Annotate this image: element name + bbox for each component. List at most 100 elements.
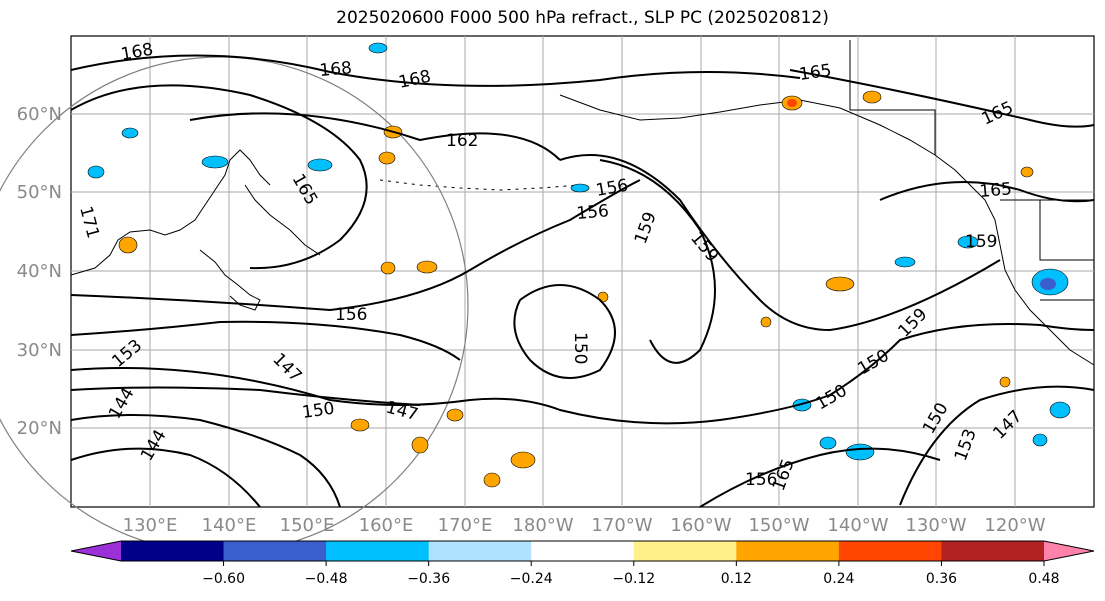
alaska-coast bbox=[559, 94, 936, 156]
colorbar-tick-label: −0.48 bbox=[305, 571, 348, 587]
contour-156 bbox=[70, 179, 641, 312]
contour-147 bbox=[70, 386, 421, 406]
contours bbox=[70, 54, 1095, 508]
contour-south bbox=[70, 447, 941, 508]
blob bbox=[380, 261, 396, 275]
canada-border bbox=[849, 40, 936, 155]
contour-label: 156 bbox=[335, 305, 367, 325]
lat-label: 20°N bbox=[17, 418, 62, 439]
blob bbox=[411, 436, 429, 454]
contour-label: 168 bbox=[319, 58, 353, 81]
blob bbox=[87, 165, 105, 179]
colorbar bbox=[70, 540, 1095, 562]
lat-label: 50°N bbox=[17, 182, 62, 203]
asia-coast bbox=[70, 149, 271, 276]
contour-153 bbox=[70, 320, 461, 361]
contour-closed bbox=[513, 284, 616, 379]
lon-label: 140°W bbox=[827, 515, 888, 536]
colorbar-tick-label: −0.36 bbox=[407, 571, 450, 587]
contour-label: 162 bbox=[446, 131, 478, 151]
lat-label: 30°N bbox=[17, 340, 62, 361]
contour-150b bbox=[899, 385, 1095, 506]
blob bbox=[825, 276, 855, 292]
blob bbox=[446, 408, 464, 422]
contour-label: 156 bbox=[745, 470, 777, 490]
contour-165b bbox=[789, 69, 1095, 128]
lon-label: 140°E bbox=[202, 515, 257, 536]
contour-150 bbox=[70, 323, 1095, 425]
colorbar-outline bbox=[70, 540, 1095, 562]
japan-coast bbox=[199, 249, 261, 311]
colorbar-tick-label: 0.36 bbox=[926, 571, 957, 587]
contour-165c bbox=[879, 181, 1095, 203]
lon-label: 170°W bbox=[591, 515, 652, 536]
lon-label: 150°E bbox=[280, 515, 335, 536]
colorbar-segment bbox=[121, 541, 225, 561]
colorbar-tick-label: −0.24 bbox=[510, 571, 553, 587]
contour-165 bbox=[70, 84, 368, 270]
lon-label: 180°W bbox=[512, 515, 573, 536]
colorbar-segment bbox=[838, 541, 942, 561]
lon-label: 130°W bbox=[905, 515, 966, 536]
blob bbox=[819, 436, 837, 450]
blob bbox=[307, 158, 333, 172]
lon-label: 170°E bbox=[438, 515, 493, 536]
colorbar-tick-label: 0.24 bbox=[823, 571, 854, 587]
lon-label: 150°W bbox=[748, 515, 809, 536]
contour-144 bbox=[70, 414, 341, 508]
blob bbox=[1040, 278, 1056, 290]
blob bbox=[378, 151, 396, 165]
aleutians bbox=[379, 179, 581, 191]
lon-label: 160°E bbox=[359, 515, 414, 536]
blob bbox=[121, 127, 139, 139]
blob bbox=[368, 42, 388, 54]
blob bbox=[570, 183, 590, 193]
blob bbox=[118, 236, 138, 254]
blob bbox=[999, 376, 1011, 388]
blob bbox=[862, 90, 882, 104]
colorbar-segment bbox=[531, 541, 635, 561]
contour-162 bbox=[189, 112, 561, 161]
contour-label: 156 bbox=[576, 201, 610, 224]
blob bbox=[483, 472, 501, 488]
contour-label: 159 bbox=[965, 232, 997, 252]
longitude-labels: 130°E 140°E 150°E 160°E 170°E 180°W 170°W 160°W… bbox=[123, 515, 1046, 536]
colorbar-segment bbox=[941, 541, 1045, 561]
lat-label: 60°N bbox=[17, 104, 62, 125]
lat-label: 40°N bbox=[17, 261, 62, 282]
us-border bbox=[1000, 199, 1094, 301]
colorbar-segment bbox=[428, 541, 532, 561]
blob bbox=[1032, 433, 1048, 447]
contour-label: 165 bbox=[979, 179, 1013, 202]
refractivity-shading bbox=[87, 42, 1071, 488]
kamchatka-coast bbox=[244, 184, 321, 256]
blob bbox=[201, 155, 229, 169]
colorbar-extend-low bbox=[71, 541, 121, 561]
latitude-labels: 60°N 50°N 40°N 30°N 20°N bbox=[17, 104, 62, 439]
blob bbox=[957, 235, 979, 249]
lon-label: 120°W bbox=[984, 515, 1045, 536]
blob bbox=[1049, 401, 1071, 419]
lon-label: 130°E bbox=[123, 515, 178, 536]
contour-label: 165 bbox=[798, 61, 833, 85]
blob bbox=[787, 99, 797, 107]
contour-label: 150 bbox=[301, 399, 336, 423]
blob bbox=[894, 256, 916, 268]
colorbar-segment bbox=[326, 541, 430, 561]
map-title: 2025020600 F000 500 hPa refract., SLP PC… bbox=[336, 8, 829, 28]
colorbar-tick-label: −0.60 bbox=[202, 571, 245, 587]
lon-label: 160°W bbox=[670, 515, 731, 536]
blob bbox=[760, 316, 772, 328]
colorbar-segment bbox=[736, 541, 840, 561]
colorbar-ticks: −0.60 −0.48 −0.36 −0.24 −0.12 0.12 0.24 0.36 0.4… bbox=[202, 561, 1060, 587]
blob bbox=[416, 260, 438, 274]
contour-159 bbox=[559, 154, 1001, 332]
colorbar-tick-label: 0.12 bbox=[721, 571, 752, 587]
contour-168 bbox=[70, 54, 801, 87]
contour-label: 150 bbox=[570, 332, 590, 364]
colorbar-extend-high bbox=[1044, 541, 1094, 561]
contour-closed2 bbox=[599, 159, 716, 364]
blob bbox=[1020, 166, 1034, 178]
blob bbox=[510, 451, 536, 469]
